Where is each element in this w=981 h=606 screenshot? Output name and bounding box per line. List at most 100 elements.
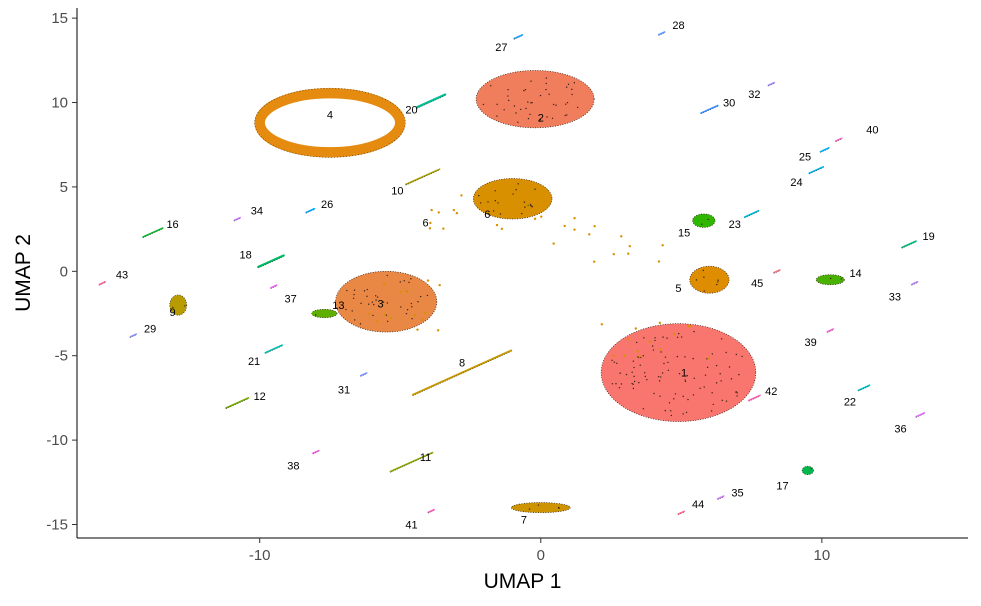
cluster-22-points [857, 384, 871, 392]
cluster-1-point [632, 360, 635, 362]
cluster-label-27: 27 [495, 42, 507, 54]
cluster-36-points [915, 412, 926, 418]
cluster-label-19: 19 [923, 231, 935, 243]
cluster-1-point [633, 375, 635, 378]
cluster-2-point [548, 93, 550, 95]
cluster-label-16: 16 [166, 219, 178, 231]
cluster-6-point [523, 201, 526, 203]
cluster-3-point [411, 317, 413, 320]
cluster-26-streak-edge [305, 209, 315, 214]
cluster-2-point [571, 93, 573, 96]
cluster-1-point [673, 398, 675, 400]
cluster-37-streak [269, 284, 278, 289]
cluster-1-point [725, 400, 728, 402]
cluster-1-point [719, 373, 721, 375]
cluster-14-points [815, 274, 845, 286]
x-tick-label: 10 [813, 547, 830, 564]
outlier-point [383, 282, 386, 285]
cluster-43-points [98, 280, 107, 286]
cluster-label-11: 11 [420, 452, 431, 464]
cluster-2-point [573, 82, 576, 84]
cluster-33-streak [910, 280, 919, 286]
cluster-label-42: 42 [765, 386, 777, 398]
cluster-14-point [840, 278, 843, 280]
outlier-point [612, 354, 615, 357]
cluster-8-streak [411, 349, 513, 396]
cluster-1-point [667, 369, 670, 371]
cluster-2-point [565, 86, 568, 88]
cluster-40-streak [834, 137, 843, 142]
outlier-point [452, 208, 456, 212]
y-tick-label: -10 [46, 432, 68, 449]
x-tick-label: -10 [249, 547, 271, 564]
cluster-15-body [692, 213, 716, 228]
cluster-4-edge [254, 87, 406, 158]
cluster-14-point [829, 277, 832, 280]
cluster-1-point [725, 351, 727, 354]
cluster-16-points [142, 227, 164, 238]
cluster-45-streak-edge [773, 270, 780, 274]
cluster-1-point [615, 383, 617, 385]
cluster-37-points [269, 284, 278, 289]
outlier-point [438, 283, 441, 287]
cluster-1-point [685, 411, 688, 414]
cluster-3-point [386, 320, 389, 323]
cluster-label-13: 13 [332, 300, 344, 312]
cluster-3-point [360, 302, 362, 305]
cluster-1-point [661, 372, 664, 374]
cluster-2-point [571, 88, 573, 91]
cluster-3-point [346, 289, 348, 292]
cluster-19-streak-edge [901, 241, 917, 249]
cluster-1-point [620, 383, 623, 385]
cluster-1-point [639, 364, 641, 366]
cluster-20-points [415, 93, 447, 109]
cluster-2-point [496, 115, 498, 117]
cluster-3-point [345, 308, 347, 311]
cluster-13-body [311, 308, 338, 319]
x-axis-ticks: -10 0 10 [249, 538, 830, 564]
cluster-1-point [738, 373, 740, 376]
cluster-34-streak-edge [234, 218, 241, 222]
cluster-30-streak-edge [700, 106, 718, 115]
cluster-2-point [545, 88, 547, 91]
cluster-41-streak-edge [428, 510, 435, 514]
cluster-1-point [720, 380, 722, 382]
cluster-21-streak-edge [265, 345, 283, 354]
cluster-1-point [676, 336, 679, 339]
cluster-35-streak-edge [717, 496, 724, 500]
cluster-label-20: 20 [405, 104, 417, 116]
cluster-2-point [567, 83, 570, 86]
cluster-label-26: 26 [321, 199, 333, 211]
cluster-1-point [670, 414, 673, 417]
cluster-1-point [643, 337, 645, 339]
y-tick-label: 15 [51, 10, 68, 27]
y-tick-label: 5 [60, 179, 68, 196]
cluster-3-point [403, 280, 405, 282]
cluster-1-point [660, 376, 662, 378]
cluster-1-point [735, 391, 737, 393]
cluster-31-points [359, 372, 368, 377]
cluster-label-7: 7 [521, 514, 527, 526]
outlier-point [420, 318, 424, 322]
cluster-3-point [417, 301, 419, 303]
cluster-40-streak-edge [835, 138, 842, 143]
cluster-6-point [499, 213, 502, 215]
cluster-1-point [736, 395, 738, 397]
cluster-2-point [524, 88, 527, 91]
outlier-point [511, 198, 514, 201]
cluster-2-point [529, 113, 531, 115]
cluster-4-ring [254, 88, 406, 158]
cluster-6-point [521, 212, 523, 215]
y-tick-label: -15 [46, 516, 68, 533]
cluster-1-point [684, 356, 686, 358]
cluster-2-point [496, 103, 498, 106]
cluster-label-31: 31 [338, 384, 350, 396]
outlier-point [428, 227, 432, 230]
cluster-label-1: 1 [681, 368, 687, 380]
cluster-3-point [408, 281, 410, 284]
cluster-label-36: 36 [894, 423, 906, 435]
cluster-3-point [352, 297, 355, 300]
cluster-1-point [651, 345, 654, 347]
cluster-1-point [703, 386, 705, 388]
cluster-1-point [637, 356, 639, 358]
